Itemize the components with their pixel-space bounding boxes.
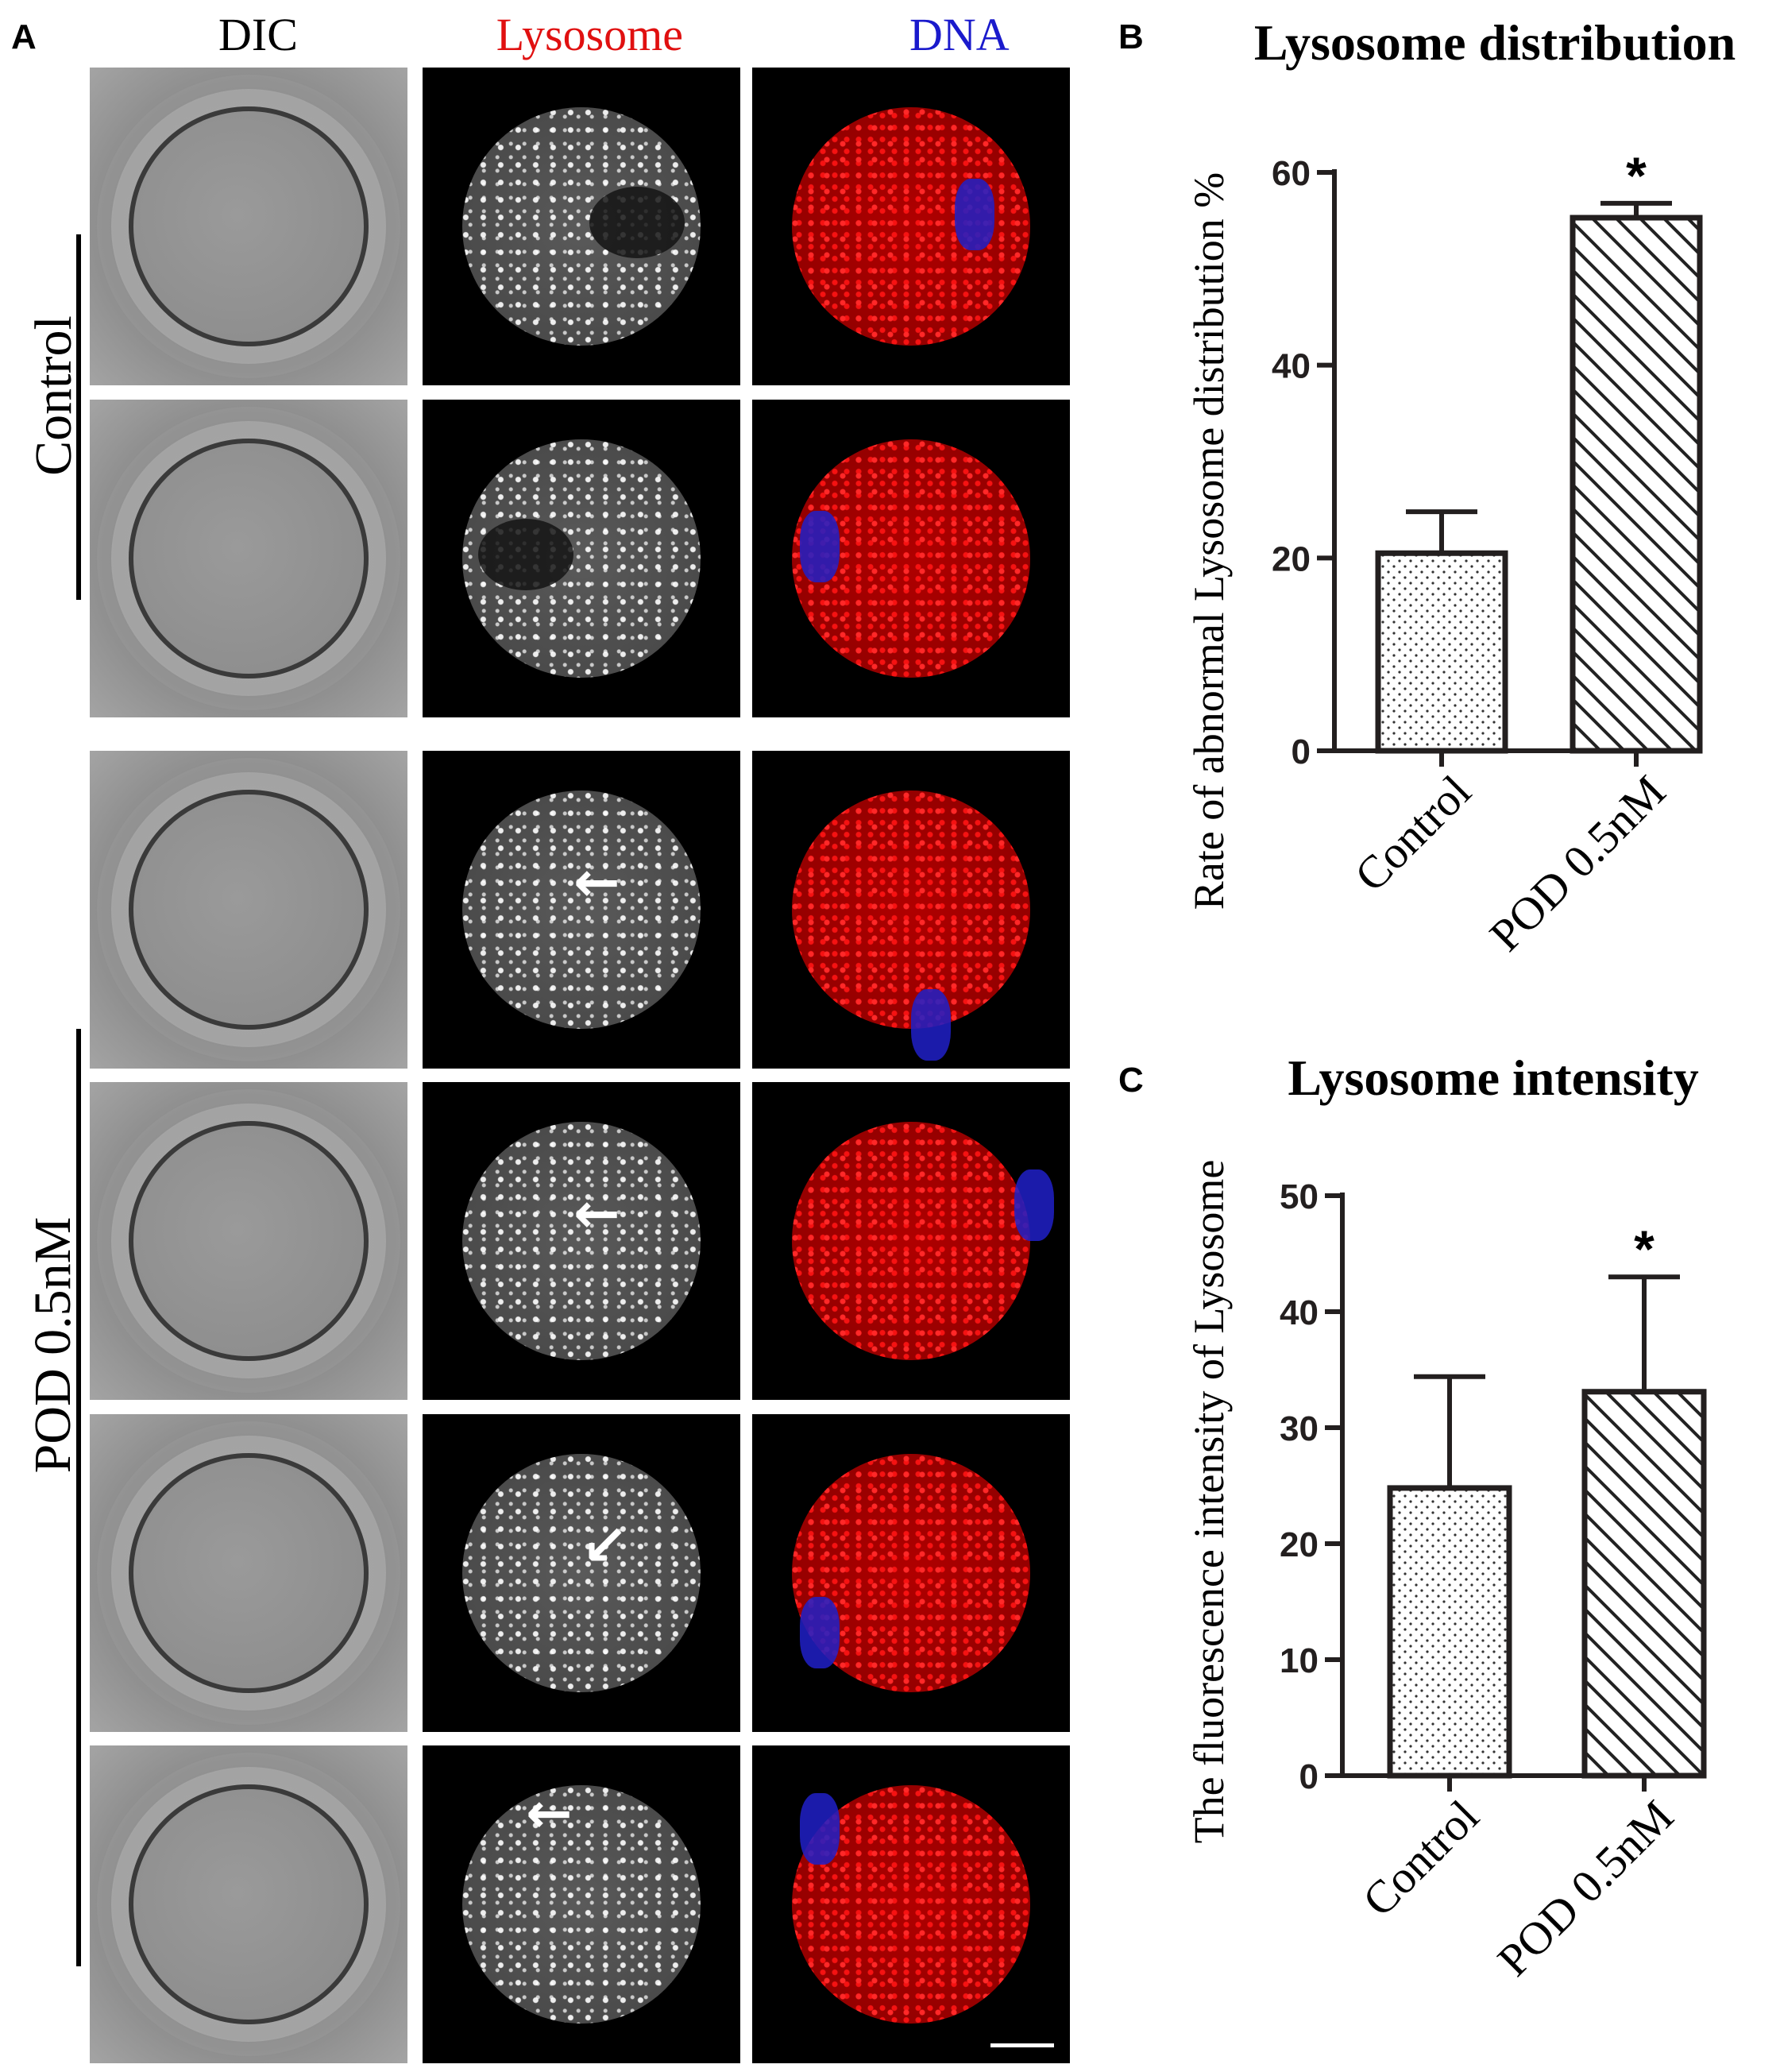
panel-c-letter: C bbox=[1118, 1061, 1144, 1100]
column-header-lysosome: Lysosome bbox=[496, 9, 683, 60]
micrograph-row4-merge bbox=[752, 1082, 1070, 1400]
micrograph-row3-merge bbox=[752, 751, 1070, 1069]
arrow-icon: ← bbox=[526, 1780, 573, 1846]
spindle-shadow bbox=[589, 187, 685, 258]
dna-stain bbox=[800, 1793, 840, 1865]
oocyte bbox=[129, 1121, 369, 1361]
bar bbox=[1387, 1485, 1512, 1779]
column-header-dna: DNA bbox=[909, 9, 1010, 60]
chart-title: Lysosome intensity bbox=[1288, 1050, 1698, 1106]
y-tick-label: 10 bbox=[1280, 1641, 1319, 1680]
chart-lysosome-distribution: Lysosome distribution Rate of abnormal Ly… bbox=[1191, 14, 1736, 961]
micrograph-row4-dic bbox=[90, 1082, 407, 1400]
chart-lysosome-intensity: Lysosome intensity The fluorescence inten… bbox=[1191, 1050, 1707, 1986]
micrograph-row2-lyso bbox=[423, 400, 740, 717]
y-tick-label: 40 bbox=[1280, 1293, 1319, 1332]
y-tick-label: 20 bbox=[1280, 1525, 1319, 1564]
x-tick-label: Control bbox=[1345, 765, 1481, 901]
oocyte bbox=[129, 790, 369, 1030]
arrow-icon: ← bbox=[573, 849, 620, 914]
oocyte bbox=[792, 107, 1030, 346]
significance-marker: * bbox=[1626, 146, 1647, 205]
y-tick-label: 50 bbox=[1280, 1177, 1319, 1216]
y-tick-label: 30 bbox=[1280, 1409, 1319, 1448]
pod-group-label: POD 0.5nM bbox=[24, 1216, 82, 1474]
micrograph-row3-lyso: ← bbox=[423, 751, 740, 1069]
micrograph-row2-dic bbox=[90, 400, 407, 717]
micrograph-row5-merge bbox=[752, 1414, 1070, 1732]
oocyte bbox=[129, 439, 369, 678]
dna-stain bbox=[800, 1597, 840, 1668]
oocyte bbox=[129, 1453, 369, 1693]
micrograph-row1-lyso bbox=[423, 68, 740, 385]
dna-stain bbox=[955, 179, 994, 250]
dna-stain bbox=[800, 511, 840, 582]
column-header-dic: DIC bbox=[218, 9, 298, 60]
panel-b-letter: B bbox=[1118, 17, 1144, 56]
x-tick-label: Control bbox=[1353, 1790, 1488, 1926]
control-group-bar bbox=[76, 234, 81, 600]
x-tick-label: POD 0.5nM bbox=[1488, 1790, 1684, 1986]
y-tick-label: 0 bbox=[1299, 1757, 1319, 1796]
y-axis-label: Rate of abnormal Lysosome distribution % bbox=[1191, 172, 1233, 910]
y-tick-label: 60 bbox=[1272, 154, 1311, 193]
x-tick-label: POD 0.5nM bbox=[1480, 765, 1676, 961]
oocyte bbox=[462, 1454, 701, 1692]
oocyte bbox=[462, 1785, 701, 2024]
micrograph-row4-lyso: ← bbox=[423, 1082, 740, 1400]
oocyte bbox=[792, 1122, 1030, 1360]
micrograph-row5-lyso: ↙ bbox=[423, 1414, 740, 1732]
dna-stain bbox=[911, 989, 951, 1061]
pod-group-bar bbox=[76, 1029, 81, 1966]
scale-bar bbox=[990, 2043, 1054, 2047]
bar bbox=[1570, 215, 1703, 754]
y-axis-label: The fluorescence intensity of Lysosome bbox=[1191, 1160, 1233, 1844]
oocyte bbox=[129, 106, 369, 346]
micrograph-row6-dic bbox=[90, 1745, 407, 2063]
spindle-shadow bbox=[478, 519, 573, 590]
y-tick-label: 0 bbox=[1292, 733, 1311, 771]
dna-stain bbox=[1014, 1169, 1054, 1241]
oocyte bbox=[462, 1122, 701, 1360]
oocyte bbox=[792, 791, 1030, 1029]
oocyte bbox=[462, 791, 701, 1029]
arrow-icon: ← bbox=[573, 1181, 620, 1246]
panel-a-letter: A bbox=[11, 17, 37, 56]
micrograph-row6-merge bbox=[752, 1745, 1070, 2063]
bar bbox=[1581, 1389, 1707, 1779]
control-group-label: Control bbox=[25, 315, 83, 476]
micrograph-row2-merge bbox=[752, 400, 1070, 717]
bar bbox=[1375, 550, 1508, 754]
micrograph-row3-dic bbox=[90, 751, 407, 1069]
micrograph-row5-dic bbox=[90, 1414, 407, 1732]
micrograph-row1-merge bbox=[752, 68, 1070, 385]
y-tick-label: 40 bbox=[1272, 347, 1311, 386]
arrow-icon: ↙ bbox=[581, 1513, 628, 1578]
y-tick-label: 20 bbox=[1272, 539, 1311, 578]
micrograph-row1-dic bbox=[90, 68, 407, 385]
chart-title: Lysosome distribution bbox=[1254, 14, 1736, 71]
micrograph-row6-lyso: ← bbox=[423, 1745, 740, 2063]
oocyte bbox=[129, 1784, 369, 2024]
significance-marker: * bbox=[1634, 1220, 1655, 1278]
